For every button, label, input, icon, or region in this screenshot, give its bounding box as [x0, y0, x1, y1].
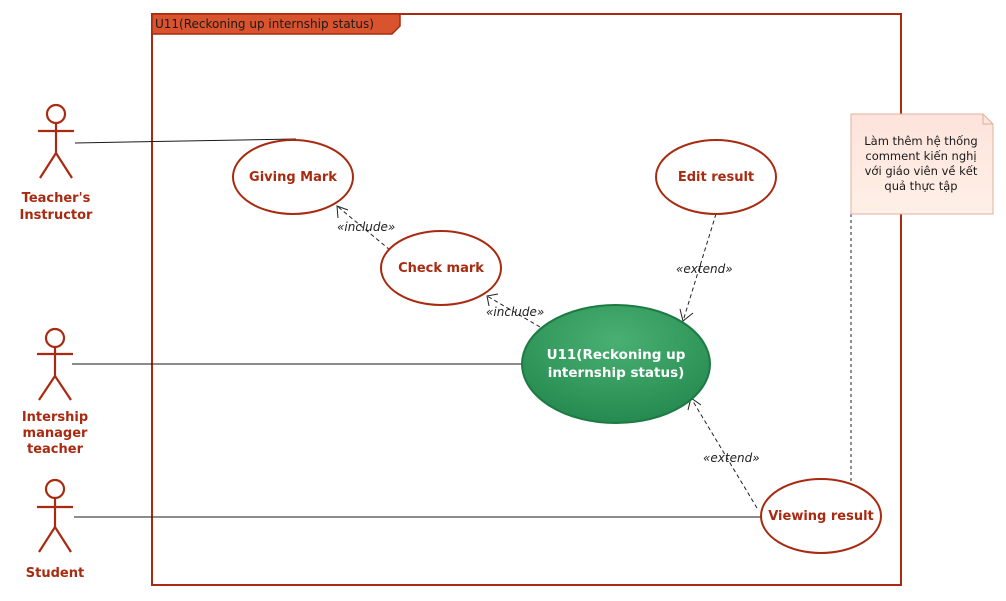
note-line: với giáo viên về kết	[865, 164, 978, 178]
actor-teacher-instructor[interactable]	[38, 103, 74, 179]
extend-line	[682, 213, 717, 322]
usecase-label: Edit result	[678, 170, 754, 185]
associations	[72, 138, 762, 518]
extend-label: «extend»	[676, 262, 733, 276]
actor-student[interactable]	[37, 478, 73, 553]
actor-intership-manager[interactable]	[37, 327, 73, 401]
arrowhead	[486, 293, 499, 307]
include-label: «include»	[486, 305, 544, 319]
usecase-label: Viewing result	[768, 509, 874, 524]
actor-head	[45, 103, 67, 125]
frame-title: U11(Reckoning up internship status)	[155, 17, 374, 31]
system-frame: U11(Reckoning up internship status)	[151, 13, 902, 586]
note-line: quả thực tập	[884, 179, 957, 193]
frame-tab	[151, 13, 401, 35]
arrowheads	[336, 205, 702, 411]
actor-label: manager	[23, 426, 88, 441]
note: Làm thêm hệ thống comment kiến nghị với …	[850, 113, 994, 215]
usecase-edit-result[interactable]: Edit result	[655, 139, 777, 215]
usecase-giving-mark[interactable]: Giving Mark	[232, 139, 354, 215]
extend-line	[690, 397, 758, 509]
note-line: Làm thêm hệ thống	[864, 134, 977, 148]
usecase-viewing-result[interactable]: Viewing result	[760, 478, 882, 554]
note-body	[850, 113, 994, 215]
arrowhead	[679, 308, 694, 322]
arrowhead	[336, 205, 349, 219]
actor-head	[44, 478, 66, 500]
usecase-ellipse	[760, 478, 882, 554]
actor-legs	[38, 524, 72, 553]
usecase-ellipse	[232, 139, 354, 215]
include-label: «include»	[337, 220, 395, 234]
include-line	[336, 205, 391, 251]
usecase-label: Check mark	[398, 261, 484, 276]
usecase-check-mark[interactable]: Check mark	[380, 230, 502, 306]
include-line	[486, 295, 541, 328]
dependencies	[336, 205, 852, 509]
actor-label: Teacher's	[22, 191, 91, 206]
actor-legs	[39, 150, 73, 179]
note-line: comment kiến nghị	[865, 149, 976, 163]
actor-label: Student	[26, 566, 84, 581]
usecase-ellipse	[655, 139, 777, 215]
usecase-ellipse	[380, 230, 502, 306]
usecase-label: U11(Reckoning up	[547, 347, 686, 363]
usecase-label: internship status)	[548, 365, 685, 381]
note-fold	[982, 114, 993, 125]
actor-legs	[38, 374, 72, 401]
actor-label: Instructor	[20, 208, 94, 223]
actor-head	[44, 327, 66, 349]
actor-label: Intership	[22, 410, 88, 425]
usecase-ellipse	[521, 304, 711, 424]
extend-label: «extend»	[703, 451, 760, 465]
actor-label: teacher	[27, 442, 84, 457]
association-line	[74, 138, 297, 144]
usecase-label: Giving Mark	[249, 170, 337, 185]
usecase-main-reckoning[interactable]: U11(Reckoning up internship status)	[521, 304, 711, 424]
